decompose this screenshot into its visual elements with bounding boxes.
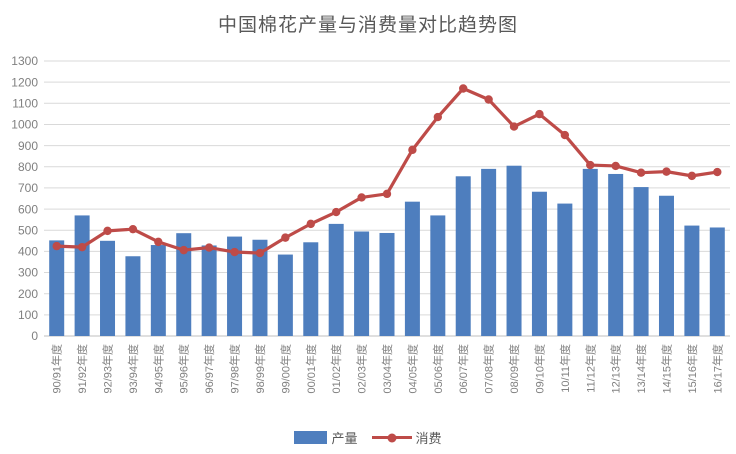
svg-text:1000: 1000 (11, 118, 38, 132)
svg-text:95/96年度: 95/96年度 (177, 344, 191, 394)
svg-text:93/94年度: 93/94年度 (126, 344, 140, 394)
consumption-line-swatch-icon (371, 433, 412, 442)
svg-text:200: 200 (18, 287, 38, 301)
svg-text:100: 100 (18, 308, 38, 322)
chart-title: 中国棉花产量与消费量对比趋势图 (217, 15, 518, 36)
svg-text:15/16年度: 15/16年度 (685, 344, 699, 394)
svg-text:99/00年度: 99/00年度 (278, 344, 292, 394)
svg-text:800: 800 (18, 160, 38, 174)
legend-label-consumption: 消费 (415, 431, 442, 446)
svg-text:16/17年度: 16/17年度 (710, 344, 724, 394)
svg-text:91/92年度: 91/92年度 (75, 344, 89, 394)
svg-text:05/06年度: 05/06年度 (431, 344, 445, 394)
svg-text:01/02年度: 01/02年度 (329, 344, 343, 394)
svg-text:96/97年度: 96/97年度 (202, 344, 216, 394)
svg-text:400: 400 (18, 245, 38, 259)
production-bar-swatch-icon (294, 431, 328, 444)
svg-text:08/09年度: 08/09年度 (507, 344, 521, 394)
svg-text:700: 700 (18, 181, 38, 195)
svg-text:0: 0 (31, 329, 38, 343)
svg-text:97/98年度: 97/98年度 (228, 344, 242, 394)
svg-text:92/93年度: 92/93年度 (101, 344, 115, 394)
svg-text:07/08年度: 07/08年度 (482, 344, 496, 394)
svg-text:06/07年度: 06/07年度 (456, 344, 470, 394)
legend-label-production: 产量 (331, 431, 358, 446)
svg-text:90/91年度: 90/91年度 (50, 344, 64, 394)
svg-text:300: 300 (18, 266, 38, 280)
svg-text:94/95年度: 94/95年度 (151, 344, 165, 394)
svg-text:09/10年度: 09/10年度 (532, 344, 546, 394)
svg-text:11/12年度: 11/12年度 (583, 344, 597, 393)
line-marker-dot-icon (387, 433, 396, 442)
svg-text:1100: 1100 (12, 97, 38, 111)
svg-text:02/03年度: 02/03年度 (355, 344, 369, 394)
svg-text:13/14年度: 13/14年度 (634, 344, 648, 394)
svg-text:1200: 1200 (11, 75, 38, 89)
svg-text:04/05年度: 04/05年度 (405, 344, 419, 394)
svg-text:12/13年度: 12/13年度 (609, 344, 623, 394)
svg-text:00/01年度: 00/01年度 (304, 344, 318, 394)
svg-text:1300: 1300 (11, 54, 38, 68)
svg-text:14/15年度: 14/15年度 (659, 344, 673, 394)
svg-text:98/99年度: 98/99年度 (253, 344, 267, 394)
chart-legend: 产量 消费 (0, 428, 736, 447)
svg-text:10/11年度: 10/11年度 (558, 344, 572, 393)
legend-item-consumption: 消费 (371, 428, 442, 447)
svg-text:600: 600 (18, 202, 38, 216)
legend-item-production: 产量 (294, 428, 358, 447)
svg-text:03/04年度: 03/04年度 (380, 344, 394, 394)
svg-text:900: 900 (18, 139, 38, 153)
svg-text:500: 500 (18, 223, 38, 237)
